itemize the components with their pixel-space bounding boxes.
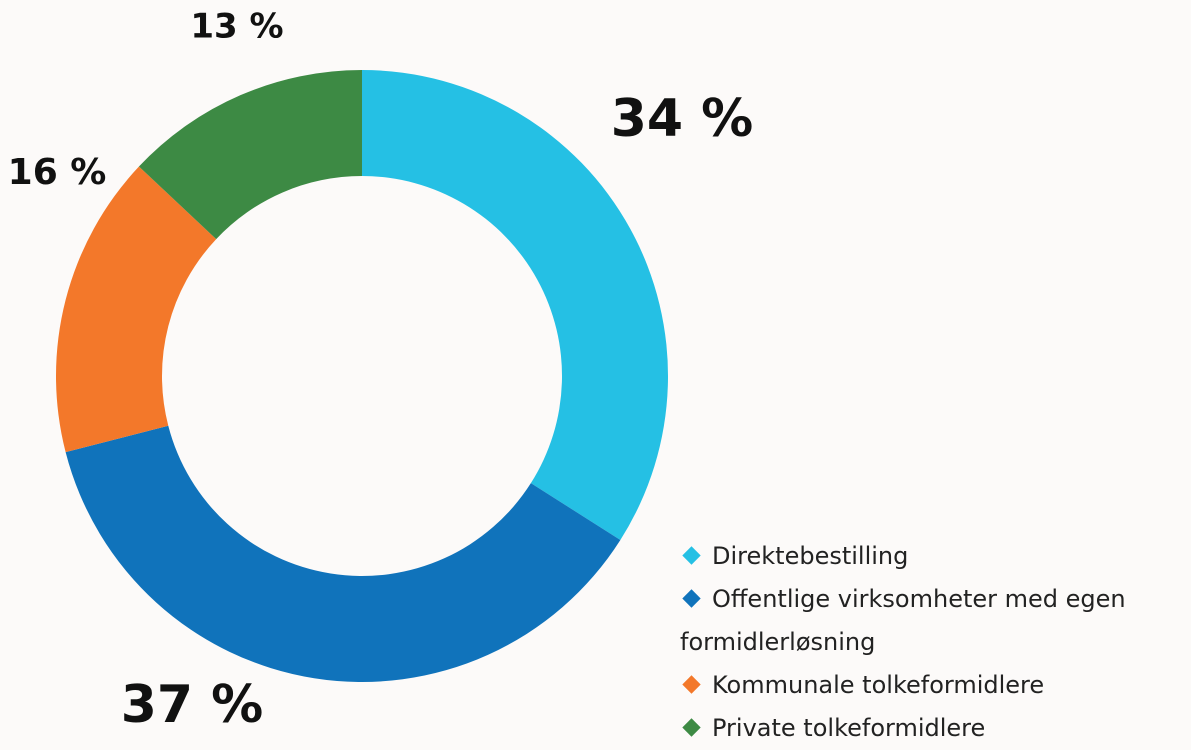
legend-label: Offentlige virksomheter med egen formidl…	[680, 585, 1126, 656]
slice	[138, 70, 362, 240]
legend-entry: Offentlige virksomheter med egen formidl…	[680, 578, 1185, 664]
legend-entry: Private tolkeformidlere	[680, 707, 1185, 750]
legend-marker	[682, 589, 701, 608]
value-label: 16 %	[8, 152, 107, 193]
legend-entry: Direktebestilling	[680, 535, 1185, 578]
legend: Direktebestilling Offentlige virksomheter…	[680, 535, 1185, 750]
legend-entry: Kommunale tolkeformidlere	[680, 664, 1185, 707]
legend-label: Kommunale tolkeformidlere	[712, 671, 1045, 699]
legend-label: Private tolkeformidlere	[712, 714, 986, 742]
slice	[362, 70, 668, 540]
value-label: 34 %	[611, 89, 754, 149]
value-label: 37 %	[121, 675, 264, 735]
value-label: 13 %	[190, 7, 283, 47]
legend-marker	[682, 546, 701, 565]
legend-marker	[682, 675, 701, 694]
legend-marker	[682, 718, 701, 737]
slice	[55, 166, 217, 453]
slice	[65, 425, 621, 682]
legend-label: Direktebestilling	[712, 542, 909, 570]
